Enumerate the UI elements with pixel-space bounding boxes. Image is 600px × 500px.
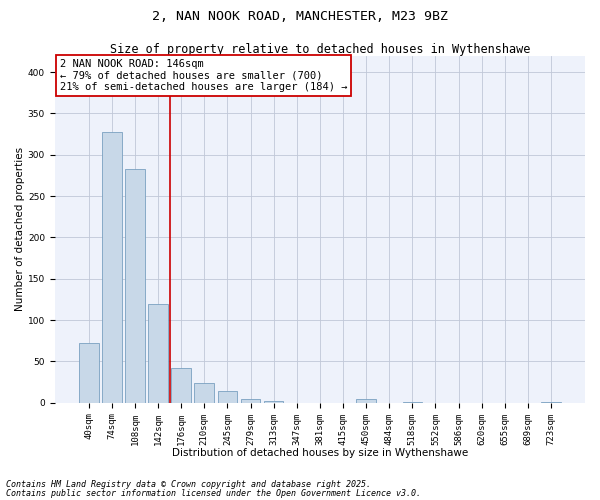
Text: 2 NAN NOOK ROAD: 146sqm
← 79% of detached houses are smaller (700)
21% of semi-d: 2 NAN NOOK ROAD: 146sqm ← 79% of detache… (60, 59, 347, 92)
Bar (172, 368, 191, 403)
Bar (241, 398, 260, 403)
Bar (125, 169, 145, 403)
Text: 2, NAN NOOK ROAD, MANCHESTER, M23 9BZ: 2, NAN NOOK ROAD, MANCHESTER, M23 9BZ (152, 10, 448, 23)
Y-axis label: Number of detached properties: Number of detached properties (15, 147, 25, 311)
Bar (403, 402, 422, 403)
Bar (194, 383, 214, 403)
Bar (79, 343, 98, 403)
Title: Size of property relative to detached houses in Wythenshawe: Size of property relative to detached ho… (110, 42, 530, 56)
Bar (541, 402, 561, 403)
Bar (218, 391, 237, 403)
Bar (264, 401, 283, 403)
Bar (356, 400, 376, 403)
Bar (102, 132, 122, 403)
X-axis label: Distribution of detached houses by size in Wythenshawe: Distribution of detached houses by size … (172, 448, 468, 458)
Bar (148, 304, 168, 403)
Text: Contains public sector information licensed under the Open Government Licence v3: Contains public sector information licen… (6, 490, 421, 498)
Text: Contains HM Land Registry data © Crown copyright and database right 2025.: Contains HM Land Registry data © Crown c… (6, 480, 371, 489)
